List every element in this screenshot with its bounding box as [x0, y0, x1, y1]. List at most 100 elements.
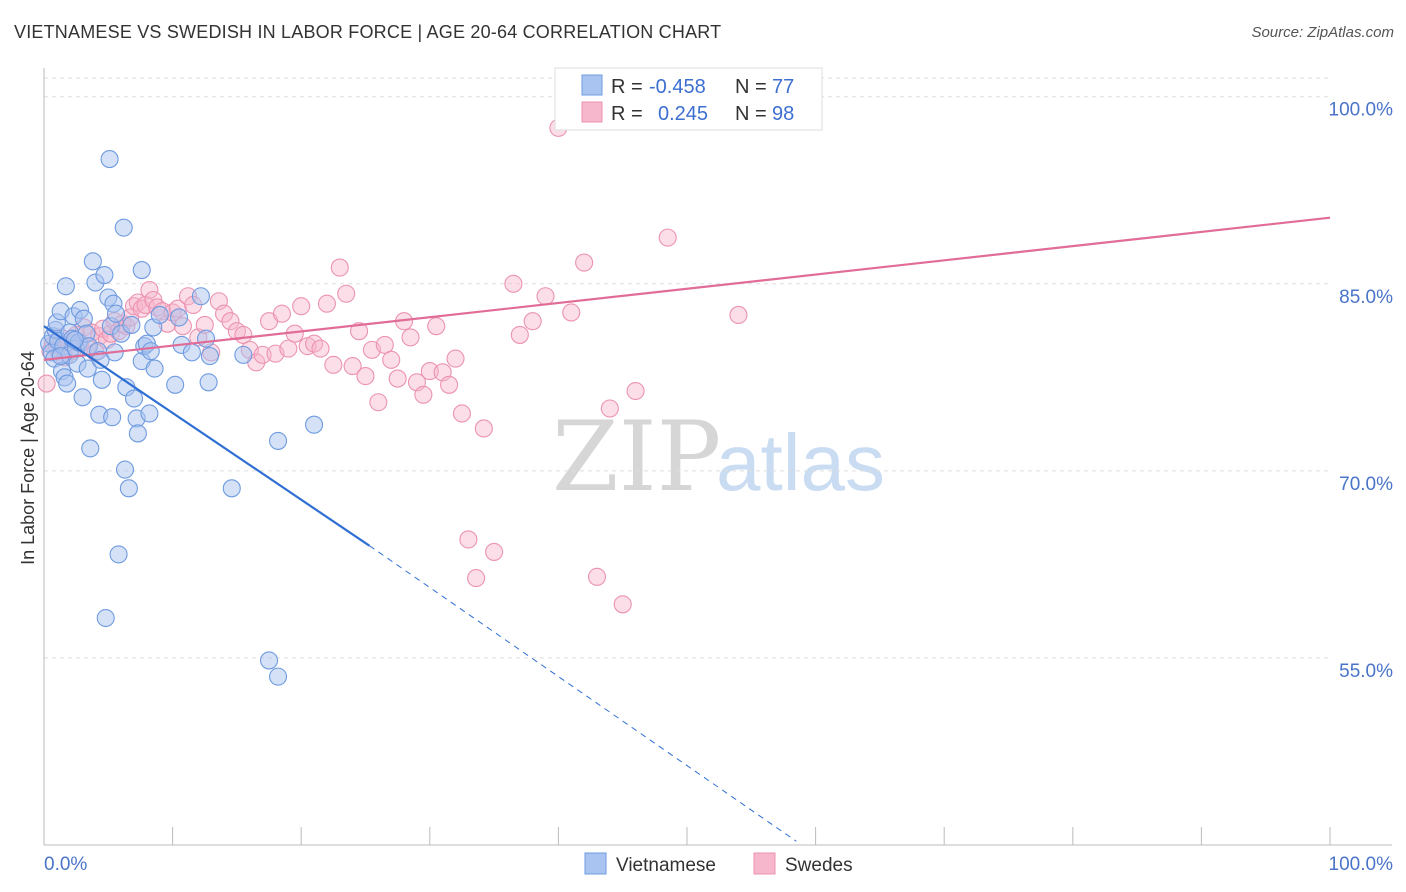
swedes-point-63	[356, 367, 375, 386]
y-tick-label-2: 85.0%	[1339, 287, 1393, 308]
swedes-point-56	[311, 339, 330, 358]
y-tick-label-3: 100.0%	[1329, 100, 1394, 121]
vietnamese-point-72	[305, 415, 324, 434]
vietnamese-point-63	[191, 287, 210, 306]
swedes-point-72	[414, 385, 433, 404]
swedes-point-70	[401, 328, 420, 347]
swedes-point-81	[474, 419, 493, 438]
legend-swatch-vietnamese	[581, 74, 603, 96]
swedes-point-62	[350, 322, 369, 341]
legend-r-label-1: R =	[611, 76, 643, 98]
vietnamese-point-58	[150, 305, 169, 325]
bottom-legend-swedes: Swedes	[785, 855, 853, 876]
swedes-point-53	[292, 297, 311, 316]
vietnamese-point-47	[124, 389, 144, 408]
swedes-point-88	[562, 303, 581, 322]
x-tick-label-0: 0.0%	[44, 854, 87, 875]
watermark-zip: ZIP	[552, 401, 721, 513]
bottom-legend-swatch-vietnamese	[584, 852, 607, 875]
vietnamese-point-46	[122, 315, 141, 334]
swedes-point-41	[214, 304, 234, 323]
vietnamese-point-44	[119, 479, 138, 498]
vietnamese-point-55	[132, 261, 151, 280]
vietnamese-point-74	[114, 218, 133, 237]
legend-n-label-2: N =	[735, 103, 767, 125]
source-credit: Source: ZipAtlas.com	[1251, 24, 1394, 41]
vietnamese-point-37	[106, 304, 126, 323]
vietnamese-point-60	[169, 308, 189, 327]
swedes-point-66	[375, 335, 394, 354]
swedes-point-80	[467, 569, 486, 588]
swedes-point-68	[388, 369, 407, 388]
swedes-point-59	[330, 258, 349, 277]
legend-r-value-1: -0.458	[649, 76, 706, 98]
chart-title: VIETNAMESE VS SWEDISH IN LABOR FORCE | A…	[14, 22, 722, 42]
swedes-point-77	[446, 349, 465, 368]
vietnamese-point-33	[95, 266, 114, 285]
swedes-point-50	[272, 304, 291, 323]
vietnamese-point-56	[141, 342, 160, 361]
swedes-point-65	[369, 393, 388, 412]
swedes-point-84	[510, 325, 529, 344]
vietnamese-point-71	[269, 667, 288, 686]
swedes-point-92	[613, 595, 632, 614]
legend: R = -0.458 N = 77 R = 0.245 N = 98	[554, 67, 823, 131]
legend-r-label-2: R =	[611, 103, 643, 125]
legend-swatch-swedes	[581, 101, 603, 123]
vietnamese-trend-extension	[369, 545, 797, 842]
swedes-point-94	[658, 228, 677, 247]
bottom-legend: Vietnamese Swedes	[584, 852, 853, 876]
swedes-point-67	[382, 350, 401, 369]
swedes-point-42	[221, 312, 240, 331]
vietnamese-point-75	[51, 347, 70, 366]
vietnamese-point-41	[109, 545, 128, 564]
vietnamese-point-69	[269, 431, 288, 450]
bottom-legend-swatch-swedes	[753, 852, 776, 875]
tick-labels: 55.0% 70.0% 85.0% 100.0% 0.0% 100.0%	[44, 100, 1393, 875]
x-tick-label-1: 100.0%	[1329, 854, 1394, 875]
vietnamese-point-38	[103, 408, 122, 427]
vietnamese-point-57	[145, 359, 164, 378]
vietnamese-point-59	[166, 375, 185, 394]
swedes-point-78	[452, 404, 472, 423]
swedes-point-91	[600, 399, 619, 418]
y-tick-label-0: 55.0%	[1339, 661, 1393, 682]
swedes-point-76	[440, 375, 459, 394]
swedes-point-58	[324, 355, 343, 374]
vietnamese-point-64	[196, 329, 216, 348]
vietnamese-point-12	[56, 277, 75, 296]
vietnamese-point-68	[234, 345, 253, 364]
watermark-atlas: atlas	[716, 418, 885, 507]
vietnamese-point-62	[182, 343, 201, 362]
vietnamese-point-27	[83, 252, 102, 271]
swedes-point-86	[536, 287, 555, 306]
swedes-point-0	[37, 374, 56, 393]
vietnamese-point-26	[81, 439, 100, 458]
vietnamese-point-65	[199, 373, 218, 392]
swedes-point-93	[626, 381, 645, 401]
vietnamese-point-66	[200, 347, 219, 366]
swedes-point-60	[337, 284, 356, 303]
vietnamese-point-53	[140, 404, 159, 423]
vietnamese-point-22	[74, 309, 93, 328]
vietnamese-point-32	[92, 370, 111, 389]
y-axis-label: In Labor Force | Age 20-64	[18, 351, 38, 565]
swedes-trend-line	[43, 216, 1331, 361]
trend-lines	[43, 216, 1331, 842]
legend-r-value-2: 0.245	[658, 103, 708, 125]
swedes-point-27	[140, 280, 159, 300]
vietnamese-point-49	[128, 424, 147, 443]
vietnamese-point-40	[96, 608, 115, 628]
grid	[44, 77, 1330, 659]
swedes-point-82	[485, 542, 504, 561]
legend-n-value-2: 98	[772, 103, 794, 125]
bottom-legend-vietnamese: Vietnamese	[616, 855, 716, 876]
swedes-point-85	[523, 312, 542, 331]
swedes-point-97	[729, 305, 748, 325]
swedes-point-74	[427, 317, 446, 336]
swedes-point-47	[253, 345, 272, 364]
swedes-point-83	[504, 274, 523, 293]
vietnamese-points	[40, 150, 324, 686]
vietnamese-point-73	[100, 150, 119, 169]
